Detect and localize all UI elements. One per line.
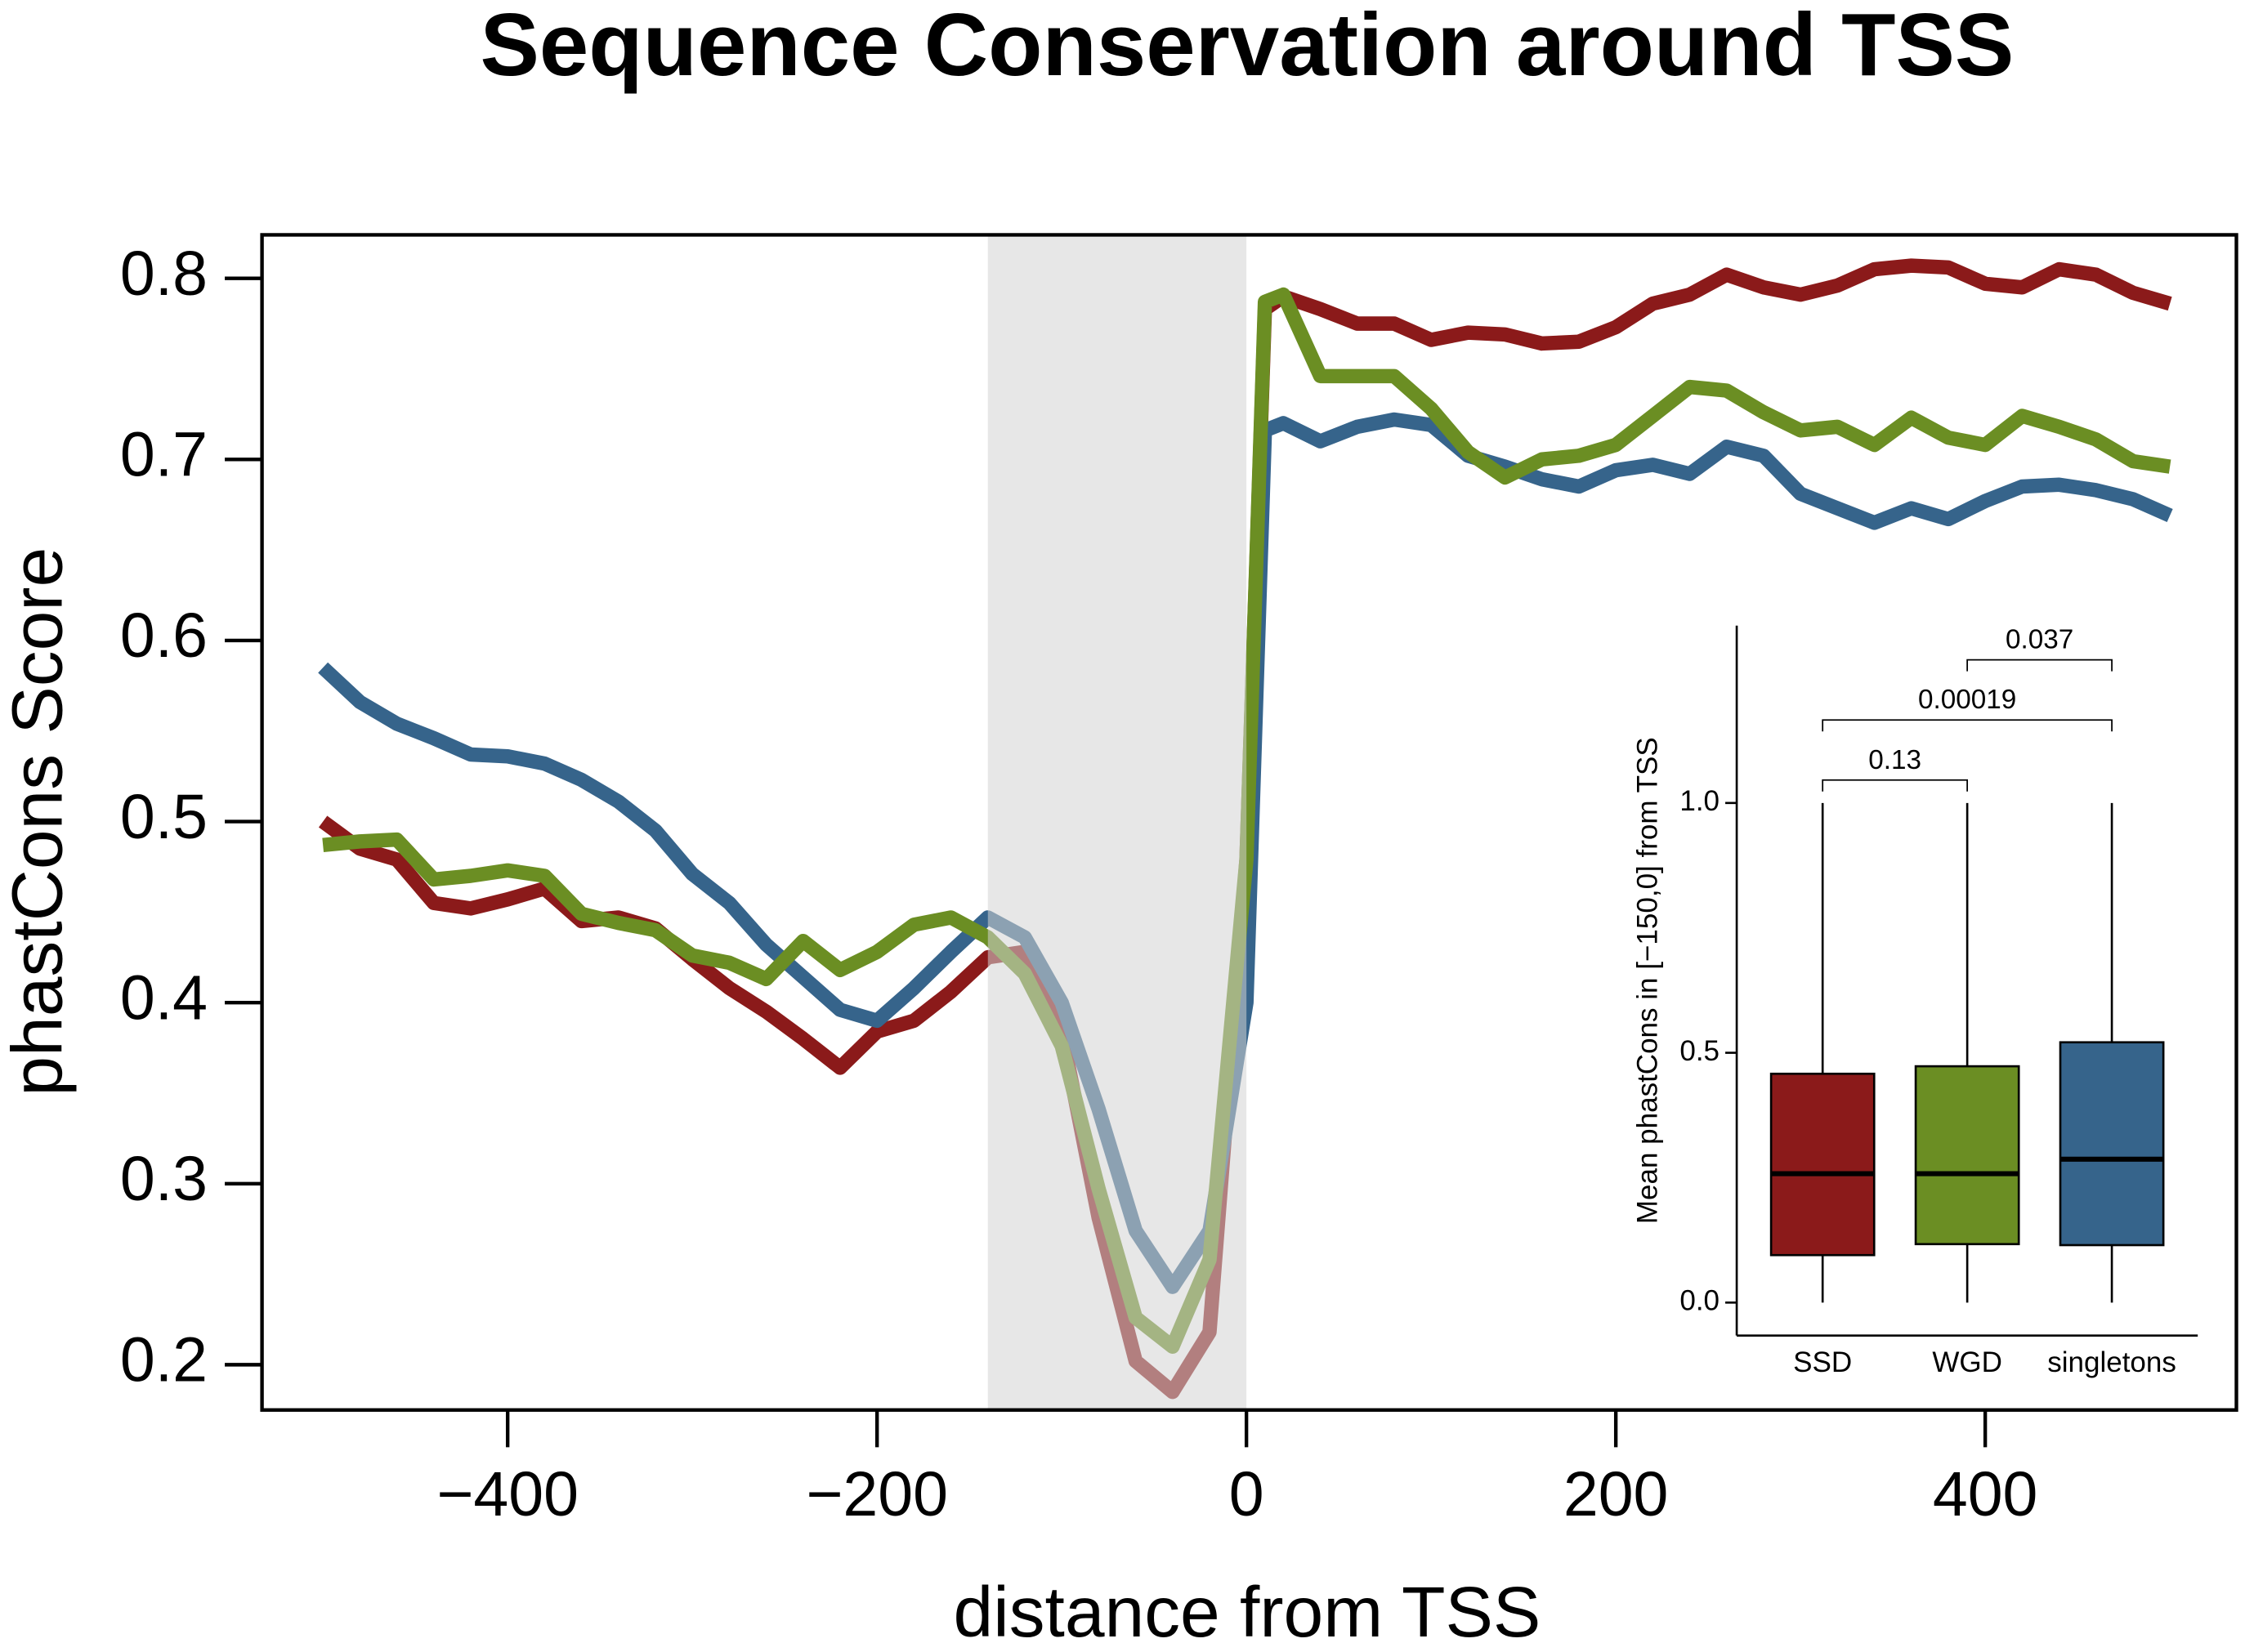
p-value-label: 0.00019 [1918,685,2016,715]
inset-x-tick-label: SSD [1793,1346,1852,1378]
y-tick-label: 0.8 [120,239,208,309]
x-tick-label: 400 [1933,1459,2038,1529]
significance-bracket [1822,779,1969,792]
box [1769,1072,1876,1257]
inset-x-tick-label: WGD [1932,1346,2002,1378]
x-tick-label: 200 [1563,1459,1669,1529]
x-axis-label: distance from TSS [954,1572,1541,1652]
significance-bracket [1822,719,2113,732]
inset-y-axis-label: Mean phastCons in [−150,0] from TSS [1631,737,1663,1224]
p-value-label: 0.13 [1868,745,1921,775]
y-tick-label: 0.6 [120,601,208,671]
y-tick-label: 0.7 [120,420,208,490]
inset-x-tick-label: singletons [2047,1346,2176,1378]
inset-y-tick-label: 1.0 [1679,785,1720,817]
box [1914,1065,2020,1246]
inset-y-tick-label: 0.0 [1679,1285,1720,1317]
y-tick-label: 0.3 [120,1144,208,1214]
y-axis-label: phastCons Score [0,547,78,1096]
y-tick-label: 0.2 [120,1325,208,1395]
box [2059,1041,2165,1247]
inset-y-tick-label: 0.5 [1679,1035,1720,1067]
chart-title: Sequence Conservation around TSS [480,0,2014,95]
significance-bracket [1966,659,2113,672]
x-tick-label: −400 [436,1459,579,1529]
p-value-label: 0.037 [2006,625,2073,655]
y-tick-label: 0.4 [120,962,208,1033]
x-tick-label: −200 [806,1459,948,1529]
y-tick-label: 0.5 [120,782,208,852]
x-tick-label: 0 [1229,1459,1264,1529]
data-line [322,287,2171,1354]
shaded-region [987,234,1247,1410]
